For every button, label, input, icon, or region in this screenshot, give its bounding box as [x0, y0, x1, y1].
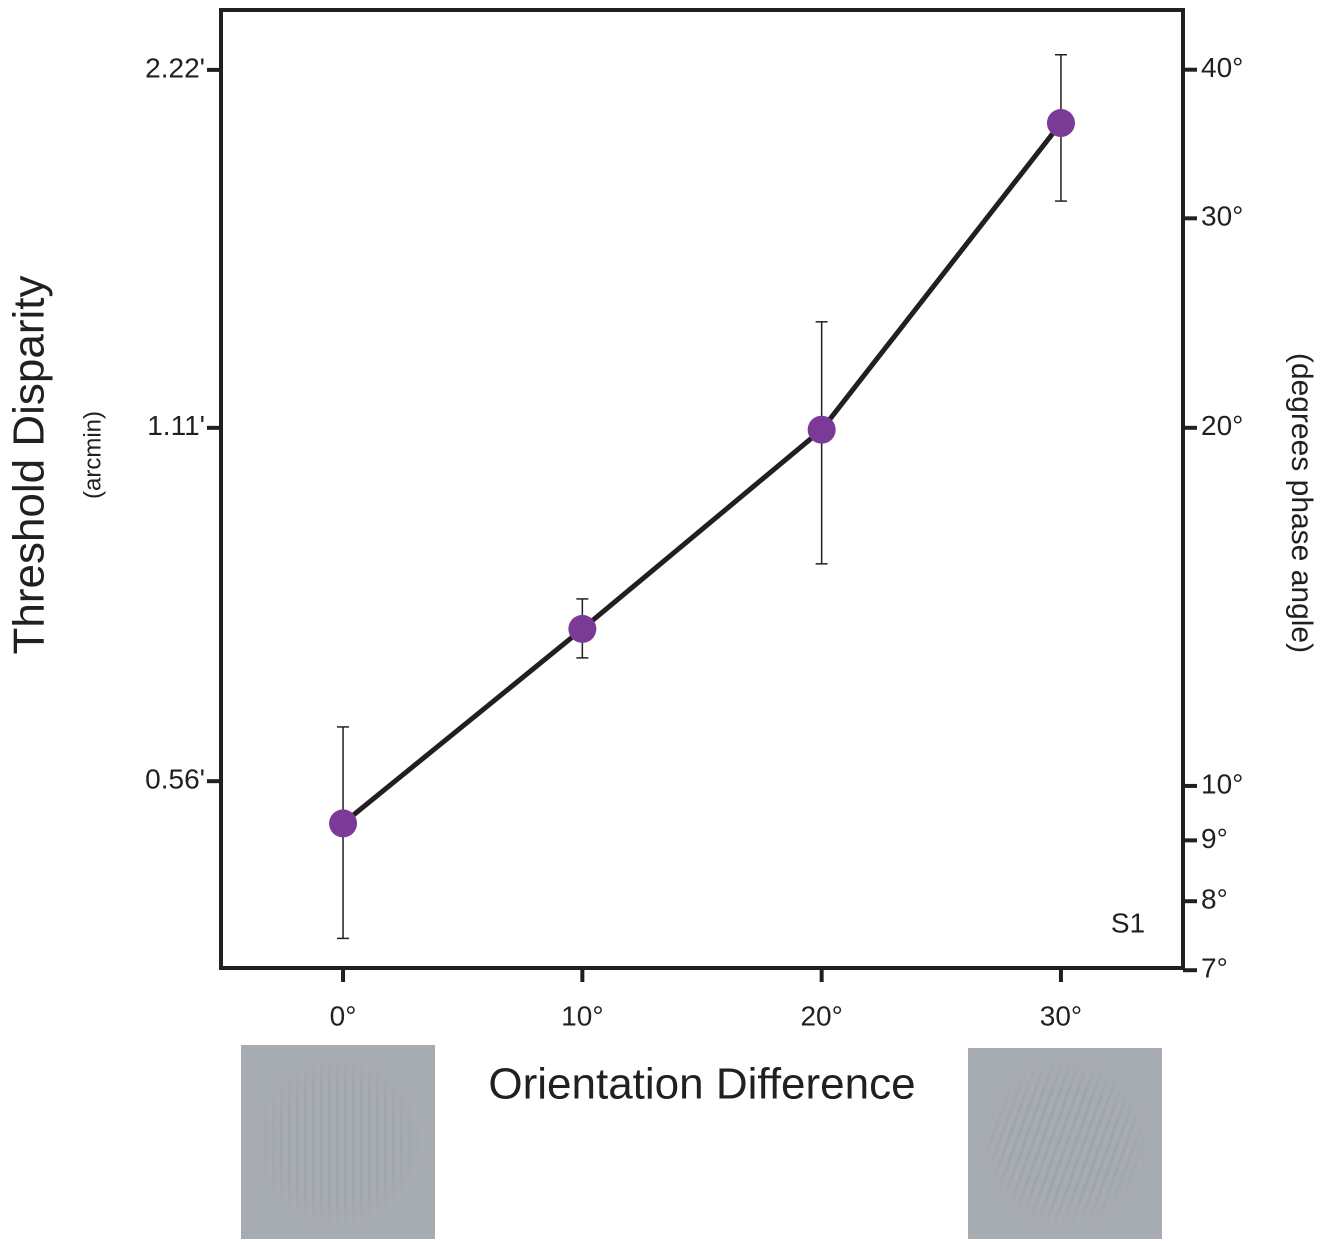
y-axis-label: Threshold Disparity	[5, 275, 54, 654]
series-line	[341, 121, 1063, 826]
y2-tick-label: 30°	[1201, 201, 1243, 232]
x-tick-label: 20°	[800, 1000, 842, 1031]
y2-tick-label: 10°	[1201, 768, 1243, 799]
y2-tick-label: 8°	[1201, 884, 1228, 915]
data-point	[807, 415, 836, 444]
x-tick-label: 0°	[330, 1000, 357, 1031]
y-tick-label: 2.22'	[145, 52, 205, 83]
plot-frame	[219, 8, 1185, 970]
y2-tick-label: 7°	[1201, 953, 1228, 984]
y-axis-sublabel: (arcmin)	[79, 411, 106, 499]
data-point	[568, 614, 597, 643]
x-tick-label: 30°	[1040, 1000, 1082, 1031]
stimulus-image	[968, 1048, 1162, 1239]
y2-axis-label: (degrees phase angle)	[1285, 353, 1318, 653]
y-tick-label: 1.11'	[147, 410, 205, 441]
y2-tick-label: 40°	[1201, 52, 1243, 83]
data-point	[329, 809, 358, 838]
data-point	[1046, 109, 1075, 138]
y-tick-label: 0.56'	[145, 764, 205, 795]
y2-tick-label: 9°	[1201, 823, 1228, 854]
x-axis-label: Orientation Difference	[488, 1060, 915, 1109]
x-tick-label: 10°	[561, 1000, 603, 1031]
stimulus-image	[241, 1045, 435, 1239]
annotation: S1	[1111, 907, 1145, 938]
y2-tick-label: 20°	[1201, 410, 1243, 441]
